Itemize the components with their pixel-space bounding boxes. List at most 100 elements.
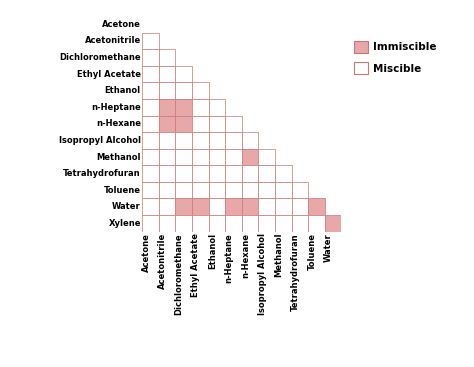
Bar (275, 199, 292, 215)
Bar (209, 215, 225, 232)
Bar (258, 199, 275, 215)
Bar (175, 116, 192, 132)
Bar (242, 215, 258, 232)
Bar (175, 149, 192, 165)
Bar (159, 149, 175, 165)
Bar (159, 66, 175, 82)
Bar (225, 132, 242, 149)
Bar (209, 132, 225, 149)
Text: Methanol: Methanol (96, 153, 141, 161)
Bar (242, 165, 258, 182)
Bar (159, 99, 175, 116)
Bar (192, 215, 209, 232)
Text: Toluene: Toluene (104, 186, 141, 195)
Bar (175, 132, 192, 149)
Bar (242, 199, 258, 215)
Text: Isopropyl Alcohol: Isopropyl Alcohol (59, 136, 141, 145)
Text: Ethyl Acetate: Ethyl Acetate (77, 70, 141, 79)
Text: Ethanol: Ethanol (208, 233, 217, 269)
Bar (242, 149, 258, 165)
Bar (275, 215, 292, 232)
Text: Tetrahydrofuran: Tetrahydrofuran (291, 233, 300, 310)
Text: Isopropyl Alcohol: Isopropyl Alcohol (258, 233, 266, 315)
Bar (175, 165, 192, 182)
Bar (142, 165, 159, 182)
Bar (159, 165, 175, 182)
Bar (142, 199, 159, 215)
Bar (209, 165, 225, 182)
Bar (142, 99, 159, 116)
Bar (142, 149, 159, 165)
Bar (258, 165, 275, 182)
Bar (192, 132, 209, 149)
Bar (192, 82, 209, 99)
Bar (159, 116, 175, 132)
Bar (242, 132, 258, 149)
Text: Dichloromethane: Dichloromethane (59, 53, 141, 62)
Bar (258, 182, 275, 199)
Bar (175, 66, 192, 82)
Bar (159, 49, 175, 66)
Text: Methanol: Methanol (274, 233, 283, 277)
Text: Water: Water (324, 233, 333, 262)
Bar (175, 215, 192, 232)
Text: n-Heptane: n-Heptane (91, 103, 141, 112)
Text: Acetone: Acetone (102, 20, 141, 29)
Bar (308, 199, 325, 215)
Bar (225, 199, 242, 215)
Bar (142, 82, 159, 99)
Bar (175, 82, 192, 99)
Bar (159, 82, 175, 99)
Bar (175, 99, 192, 116)
Bar (209, 99, 225, 116)
Bar (142, 66, 159, 82)
Bar (209, 182, 225, 199)
Bar (159, 215, 175, 232)
Text: Water: Water (112, 202, 141, 211)
Bar (209, 149, 225, 165)
Bar (258, 215, 275, 232)
Bar (192, 199, 209, 215)
Bar (192, 165, 209, 182)
Bar (142, 49, 159, 66)
Text: n-Hexane: n-Hexane (96, 119, 141, 128)
Text: Dichloromethane: Dichloromethane (175, 233, 183, 315)
Bar (225, 116, 242, 132)
Bar (159, 132, 175, 149)
Bar (275, 165, 292, 182)
Bar (225, 165, 242, 182)
Text: Ethyl Acetate: Ethyl Acetate (191, 233, 200, 297)
Bar (175, 199, 192, 215)
Text: Tetrahydrofuran: Tetrahydrofuran (63, 169, 141, 178)
Bar (292, 199, 308, 215)
Legend: Immiscible, Miscible: Immiscible, Miscible (350, 38, 440, 77)
Text: Acetonitrile: Acetonitrile (85, 36, 141, 46)
Bar (292, 215, 308, 232)
Text: Toluene: Toluene (308, 233, 316, 270)
Text: Acetone: Acetone (142, 233, 150, 272)
Bar (325, 215, 341, 232)
Bar (275, 182, 292, 199)
Bar (142, 116, 159, 132)
Bar (175, 182, 192, 199)
Text: Acetonitrile: Acetonitrile (158, 233, 167, 289)
Bar (159, 199, 175, 215)
Bar (192, 99, 209, 116)
Bar (192, 149, 209, 165)
Bar (225, 215, 242, 232)
Text: Ethanol: Ethanol (105, 86, 141, 95)
Bar (225, 182, 242, 199)
Bar (159, 182, 175, 199)
Bar (225, 149, 242, 165)
Text: Xylene: Xylene (109, 219, 141, 228)
Bar (242, 182, 258, 199)
Bar (142, 182, 159, 199)
Bar (142, 215, 159, 232)
Bar (142, 33, 159, 49)
Bar (192, 182, 209, 199)
Bar (192, 116, 209, 132)
Bar (292, 182, 308, 199)
Text: n-Hexane: n-Hexane (241, 233, 250, 278)
Bar (209, 199, 225, 215)
Text: n-Heptane: n-Heptane (225, 233, 233, 283)
